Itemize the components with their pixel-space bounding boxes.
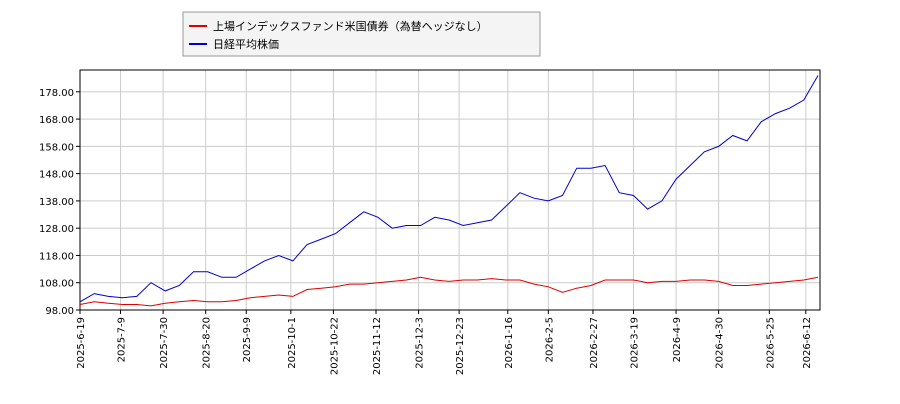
y-tick-label: 118.00 bbox=[39, 251, 74, 262]
x-tick-label: 2025-7-30 bbox=[159, 317, 170, 369]
x-tick-label: 2025-12-3 bbox=[415, 317, 426, 369]
x-tick-label: 2026-4-9 bbox=[672, 317, 683, 362]
x-tick-label: 2026-2-5 bbox=[544, 317, 555, 362]
series-line bbox=[79, 276, 819, 307]
x-tick-label: 2025-8-20 bbox=[202, 317, 213, 369]
x-tick-label: 2025-9-9 bbox=[242, 317, 253, 362]
x-tick-label: 2026-5-25 bbox=[765, 317, 776, 369]
legend-label: 上場インデックスファンド米国債券（為替ヘッジなし） bbox=[213, 19, 488, 33]
y-tick-label: 158.00 bbox=[39, 142, 74, 153]
x-tick-label: 2026-4-30 bbox=[715, 317, 726, 369]
x-tick-label: 2026-3-19 bbox=[629, 317, 640, 369]
y-tick-label: 128.00 bbox=[39, 224, 74, 235]
x-tick-label: 2025-12-23 bbox=[455, 317, 466, 375]
y-tick-label: 148.00 bbox=[39, 170, 74, 181]
x-tick-label: 2025-10-1 bbox=[287, 317, 298, 369]
x-tick-label: 2025-10-22 bbox=[329, 317, 340, 375]
legend-label: 日経平均株価 bbox=[213, 37, 279, 51]
y-tick-label: 108.00 bbox=[39, 279, 74, 290]
y-tick-label: 138.00 bbox=[39, 197, 74, 208]
x-tick-label: 2026-2-27 bbox=[589, 317, 600, 369]
y-tick-label: 168.00 bbox=[39, 115, 74, 126]
y-tick-label: 178.00 bbox=[39, 88, 74, 99]
plot-frame bbox=[79, 69, 821, 311]
x-tick-label: 2025-6-19 bbox=[76, 317, 87, 369]
series-line bbox=[79, 75, 819, 303]
legend-box bbox=[182, 11, 541, 57]
x-tick-label: 2025-7-9 bbox=[117, 317, 128, 362]
y-tick-label: 98.00 bbox=[45, 306, 74, 317]
legend: 上場インデックスファンド米国債券（為替ヘッジなし） 日経平均株価 bbox=[189, 19, 488, 51]
x-tick-label: 2026-6-12 bbox=[802, 317, 813, 369]
x-tick-label: 2026-1-16 bbox=[504, 317, 515, 369]
x-tick-label: 2025-11-12 bbox=[372, 317, 383, 375]
